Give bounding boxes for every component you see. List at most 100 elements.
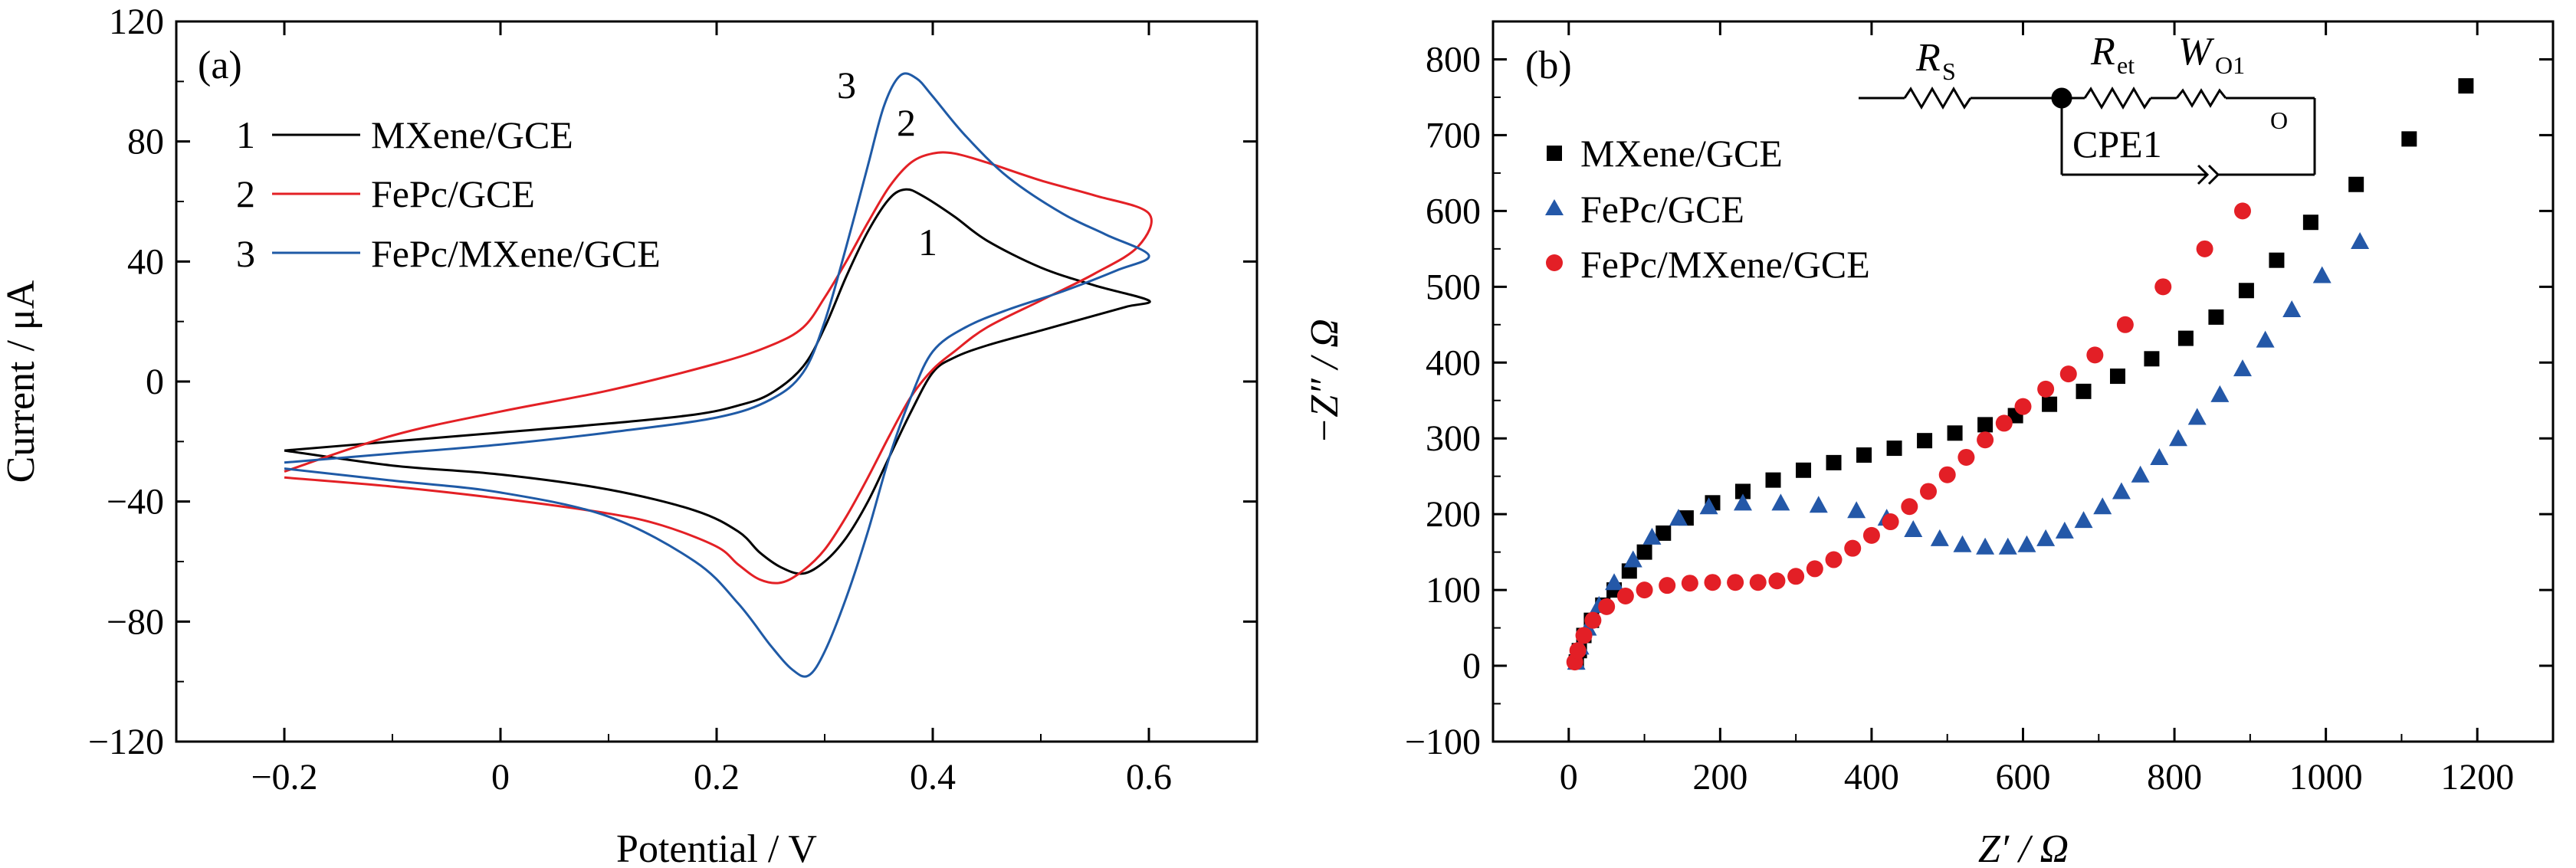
eis-point-fepc: [1699, 497, 1718, 515]
panel-b-xlabel: Z′ / Ω: [1978, 827, 2069, 868]
a-xtick-label: 0.6: [1126, 757, 1172, 798]
b-ytick-label: 400: [1426, 342, 1481, 383]
cv-curve-2: [284, 151, 1153, 585]
b-xtick-label: 400: [1844, 757, 1899, 798]
eis-point-fepc-mxene: [2037, 380, 2055, 398]
panel-a-cv-chart: −0.2 0 0.2 0.4 0.6 120 80 40 0 −40 −80 −120 (a) Pot…: [0, 2, 1258, 868]
eis-point-fepc-mxene: [2116, 316, 2134, 333]
eis-point-fepc: [2074, 511, 2093, 529]
b-ytick-label: 200: [1426, 494, 1481, 535]
eis-point-mxene: [2401, 131, 2417, 147]
eis-point-mxene: [2302, 215, 2318, 231]
warburg-element: [2175, 88, 2227, 108]
legend-a-number-3: 3: [236, 232, 255, 275]
eis-point-fepc: [1642, 527, 1662, 545]
eis-point-fepc: [2187, 408, 2207, 425]
circuit-label-rs: R: [1915, 36, 1941, 80]
circuit-label-ret-sub: et: [2117, 51, 2135, 79]
a-ytick-label: 40: [127, 241, 164, 282]
b-xtick-label: 0: [1560, 757, 1578, 798]
eis-point-fepc-mxene: [2233, 202, 2251, 220]
eis-point-fepc-mxene: [1787, 568, 1805, 585]
eis-point-fepc-mxene: [1844, 539, 1862, 557]
legend-a-label-3: FePc/MXene/GCE: [371, 232, 661, 275]
circuit-label-w: W: [2178, 30, 2215, 74]
eis-point-fepc-mxene: [1659, 577, 1676, 594]
eis-point-fepc: [1623, 550, 1642, 568]
eis-point-fepc-mxene: [1806, 560, 1823, 578]
b-xtick-label: 200: [1692, 757, 1747, 798]
eis-point-fepc-mxene: [1727, 574, 1744, 591]
panel-b-plot-frame: [1491, 20, 2555, 743]
legend-a-number-2: 2: [236, 172, 255, 215]
eis-point-mxene: [2208, 309, 2224, 325]
resistor-ret: [2083, 87, 2152, 110]
a-ytick-label: −40: [107, 482, 164, 522]
eis-point-fepc: [2017, 535, 2036, 552]
b-ytick-label: 600: [1426, 191, 1481, 231]
eis-point-fepc: [2169, 429, 2188, 447]
eis-point-mxene: [1856, 447, 1872, 463]
eis-point-fepc: [1953, 535, 1972, 552]
circuit-label-cpe: CPE1: [2072, 123, 2162, 165]
eis-point-fepc-mxene: [1938, 466, 1956, 483]
eis-point-mxene: [2348, 176, 2364, 192]
circuit-label-w-sub: O1: [2215, 51, 2245, 79]
eis-point-fepc: [2351, 231, 2370, 249]
eis-point-fepc: [2093, 497, 2112, 515]
eis-point-fepc: [1771, 493, 1790, 511]
legend-a-label-2: FePc/GCE: [371, 172, 535, 215]
cpe-element: [2197, 164, 2210, 185]
eis-point-fepc: [2131, 465, 2150, 483]
eis-point-mxene: [1636, 544, 1652, 560]
legend-a-label-1: MXene/GCE: [371, 113, 573, 156]
panel-b-ticks: [1492, 21, 2554, 743]
a-ytick-label: 0: [146, 362, 164, 402]
panel-a-curves: [284, 72, 1153, 678]
panel-b-legend: MXene/GCE FePc/GCE FePc/MXene/GCE: [1545, 132, 1870, 286]
eis-point-mxene: [1947, 425, 1963, 441]
eis-point-fepc-mxene: [1575, 627, 1593, 644]
peak-label-2: 2: [897, 101, 916, 144]
eis-point-fepc: [2282, 300, 2302, 317]
b-ytick-label: 100: [1426, 570, 1481, 611]
eis-point-fepc-mxene: [1825, 551, 1843, 568]
eis-point-fepc-mxene: [1901, 498, 1918, 516]
eis-point-mxene: [1917, 433, 1933, 449]
eis-point-mxene: [2144, 351, 2160, 367]
legend-b-label-2: FePc/GCE: [1580, 188, 1744, 231]
eis-point-mxene: [1977, 417, 1994, 433]
eis-point-fepc-mxene: [1616, 588, 1634, 605]
eis-point-fepc: [1930, 529, 1949, 546]
eis-point-fepc-mxene: [1749, 574, 1767, 591]
peak-label-3: 3: [837, 64, 856, 106]
eis-point-fepc: [1976, 537, 1995, 555]
panel-a-ylabel: Current / μA: [0, 280, 43, 483]
eis-point-mxene: [1765, 472, 1781, 488]
eis-point-fepc-mxene: [1977, 431, 1994, 449]
eis-point-fepc-mxene: [2154, 278, 2172, 296]
panel-a-legend: 1 MXene/GCE 2 FePc/GCE 3 FePc/MXene/GCE: [236, 113, 661, 275]
eis-point-fepc-mxene: [1920, 483, 1938, 500]
eis-point-fepc-mxene: [1681, 575, 1698, 592]
b-xtick-label: 1200: [2440, 757, 2514, 798]
b-ytick-label: 800: [1426, 39, 1481, 80]
eis-point-mxene: [2042, 396, 2058, 412]
a-xtick-label: 0: [491, 757, 510, 798]
eis-point-fepc-mxene: [1995, 414, 2013, 432]
peak-label-1: 1: [918, 221, 937, 264]
b-xtick-label: 1000: [2289, 757, 2363, 798]
b-ytick-label: 500: [1426, 267, 1481, 307]
a-xtick-label: 0.4: [910, 757, 956, 798]
eis-point-fepc-mxene: [1768, 572, 1786, 590]
a-xtick-label: 0.2: [694, 757, 740, 798]
eis-point-fepc: [2055, 521, 2074, 539]
circuit-label-ret: R: [2090, 30, 2115, 74]
eis-point-mxene: [1734, 483, 1751, 500]
panel-a-plot-frame: [175, 20, 1258, 743]
b-xtick-label: 800: [2147, 757, 2202, 798]
b-ytick-label: 300: [1426, 418, 1481, 459]
panel-b-label: (b): [1525, 44, 1572, 87]
eis-point-fepc-mxene: [1598, 598, 1616, 615]
